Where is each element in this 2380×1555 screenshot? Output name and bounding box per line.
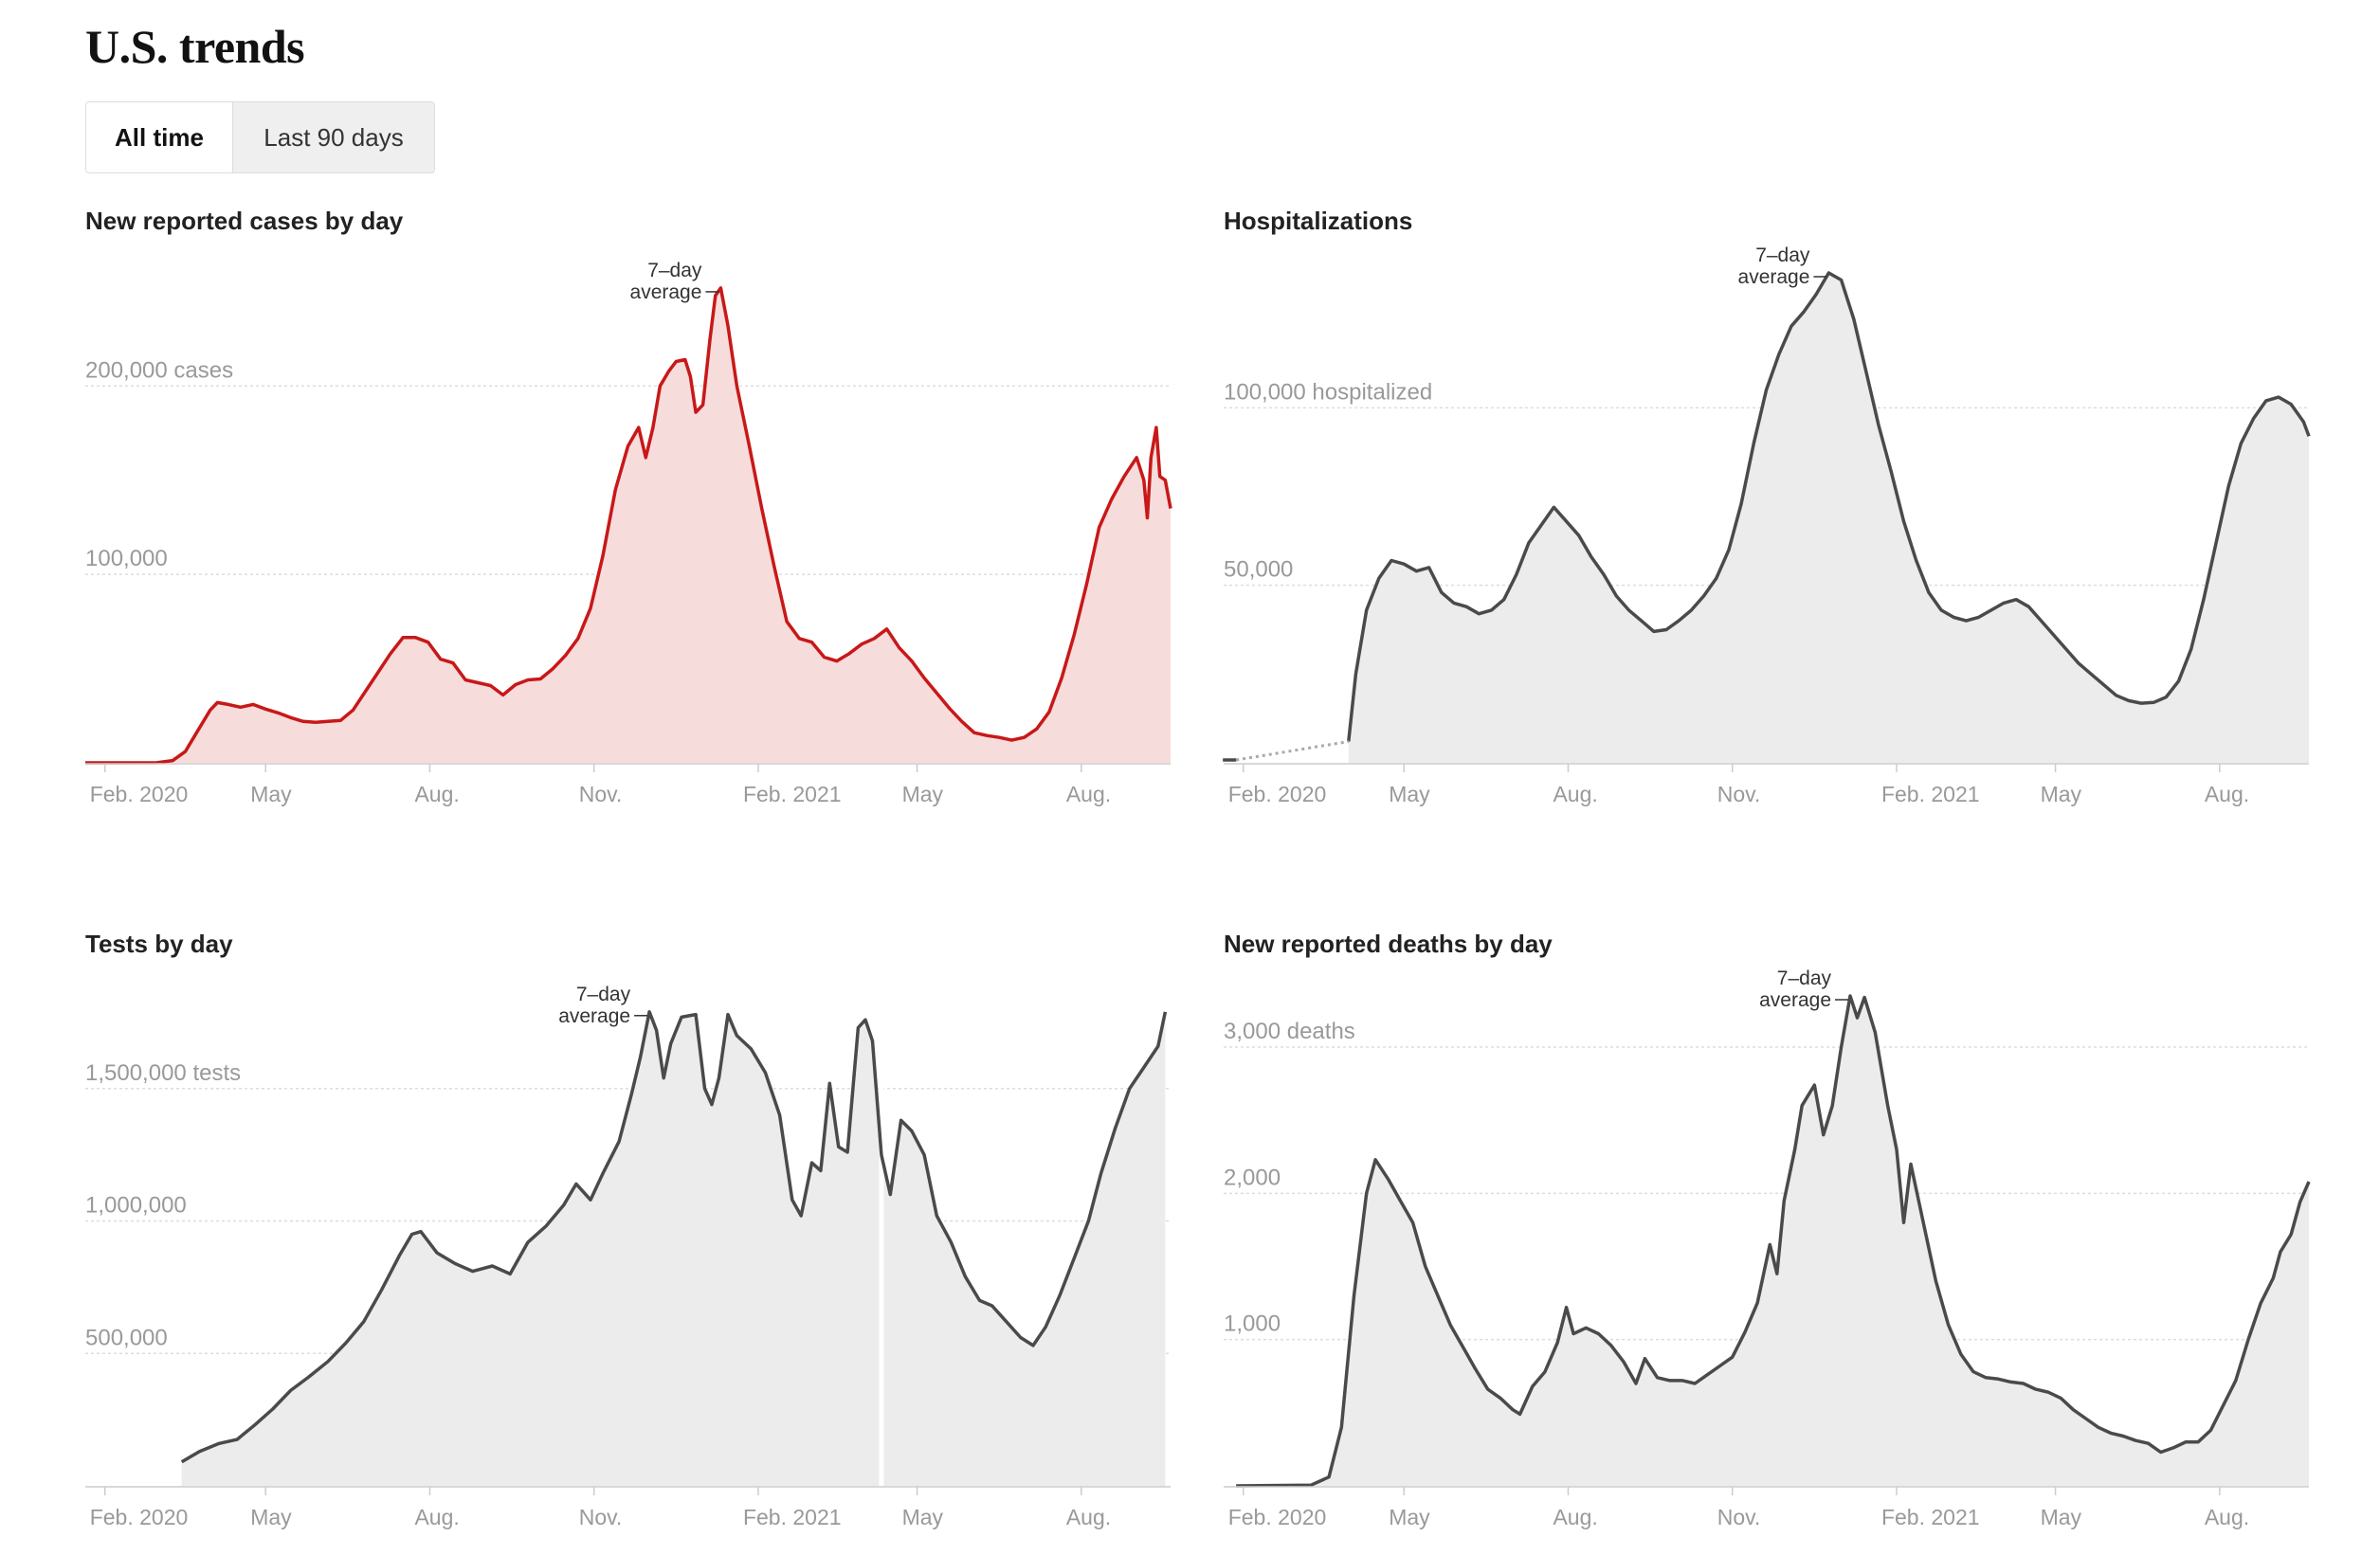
toggle-all-time[interactable]: All time <box>86 102 233 172</box>
area-fill <box>85 287 1171 763</box>
x-tick-label: Aug. <box>2205 782 2249 806</box>
x-tick-label: Aug. <box>1066 1505 1111 1529</box>
chart-panel-cases: New reported cases by day Feb. 2020 May Au… <box>84 207 1172 813</box>
x-tick-label: Aug. <box>1066 782 1111 806</box>
x-tick-label: May <box>902 782 944 806</box>
x-tick-label: Aug. <box>1553 782 1597 806</box>
chart-title: Hospitalizations <box>1224 207 1413 235</box>
series-line <box>84 286 1172 765</box>
area-fill <box>1348 273 2309 763</box>
time-range-toggle: All time Last 90 days <box>85 101 435 173</box>
series-line <box>1347 271 2311 742</box>
area-fill <box>181 1011 1166 1486</box>
x-tick-label: Feb. 2021 <box>743 1505 842 1529</box>
x-tick-label: Feb. 2021 <box>1881 782 1980 806</box>
x-tick-label: Feb. 2020 <box>1228 1505 1327 1529</box>
annotation-label: average <box>630 281 702 303</box>
chart-panel-hospitalizations: Hospitalizations Feb. 2020 May Aug. Nov. Feb… <box>1223 207 2311 813</box>
x-tick-label: Feb. 2020 <box>90 782 189 806</box>
annotation-label: 7–day <box>647 260 702 281</box>
x-tick-label: May <box>1389 1505 1430 1529</box>
chart-title: New reported deaths by day <box>1224 930 1553 958</box>
chart-svg-tests: Feb. 2020 May Aug. Nov. Feb. 2021 May Aug. 500,… <box>85 984 1171 1529</box>
chart-title: New reported cases by day <box>85 207 404 235</box>
y-tick-label: 1,000 <box>1224 1311 1281 1337</box>
y-tick-label: 3,000 deaths <box>1224 1019 1355 1044</box>
x-tick-label: May <box>250 1505 292 1529</box>
x-tick-label: Aug. <box>414 1505 459 1529</box>
chart-panel-tests: Tests by day Feb. 2020 May Aug. Nov. Feb. 20… <box>85 930 1171 1536</box>
x-tick-label: May <box>2041 1505 2082 1529</box>
annotation-label: 7–day <box>576 984 631 1005</box>
x-tick-label: Nov. <box>1717 782 1761 806</box>
chart-svg-hospitalizations: Feb. 2020 May Aug. Nov. Feb. 2021 May Aug. 50,0… <box>1223 244 2311 806</box>
x-tick-label: Nov. <box>579 1505 623 1529</box>
area-fill <box>1236 996 2309 1486</box>
x-tick-label: Aug. <box>414 782 459 806</box>
x-tick-label: May <box>2041 782 2082 806</box>
chart-svg-cases: Feb. 2020 May Aug. Nov. Feb. 2021 May Aug. 100,… <box>84 260 1172 806</box>
x-tick-label: Feb. 2020 <box>90 1505 189 1529</box>
y-tick-label: 100,000 hospitalized <box>1224 379 1432 405</box>
series-line <box>180 1010 1168 1464</box>
series-line <box>1236 994 2311 1488</box>
x-tick-label: Feb. 2021 <box>1881 1505 1980 1529</box>
x-tick-label: May <box>250 782 292 806</box>
annotation-label: average <box>1759 989 1831 1011</box>
x-tick-label: Nov. <box>579 782 623 806</box>
y-tick-label: 500,000 <box>85 1325 168 1350</box>
y-tick-label: 100,000 <box>85 546 168 571</box>
y-tick-label: 200,000 cases <box>85 357 233 383</box>
annotation-label: average <box>1738 266 1810 288</box>
annotation-label: average <box>558 1005 630 1027</box>
y-tick-label: 1,500,000 tests <box>85 1060 241 1086</box>
x-tick-label: Aug. <box>1553 1505 1597 1529</box>
x-tick-label: May <box>902 1505 944 1529</box>
chart-panel-deaths: New reported deaths by day Feb. 2020 May A… <box>1224 930 2311 1536</box>
x-tick-label: Aug. <box>2205 1505 2249 1529</box>
x-tick-label: Feb. 2021 <box>743 782 842 806</box>
annotation-label: 7–day <box>1755 244 1810 266</box>
x-tick-label: May <box>1389 782 1430 806</box>
chart-title: Tests by day <box>85 930 233 958</box>
x-tick-label: Feb. 2020 <box>1228 782 1327 806</box>
page-title: U.S. trends <box>85 20 305 73</box>
toggle-last-90-days[interactable]: Last 90 days <box>233 102 434 172</box>
y-tick-label: 50,000 <box>1224 557 1293 583</box>
missing-data-segment <box>1235 740 1350 762</box>
x-tick-label: Nov. <box>1717 1505 1761 1529</box>
y-tick-label: 2,000 <box>1224 1165 1281 1190</box>
chart-svg-deaths: Feb. 2020 May Aug. Nov. Feb. 2021 May Aug. 1,00… <box>1224 967 2311 1529</box>
y-tick-label: 1,000,000 <box>85 1193 187 1219</box>
annotation-label: 7–day <box>1777 967 1832 989</box>
